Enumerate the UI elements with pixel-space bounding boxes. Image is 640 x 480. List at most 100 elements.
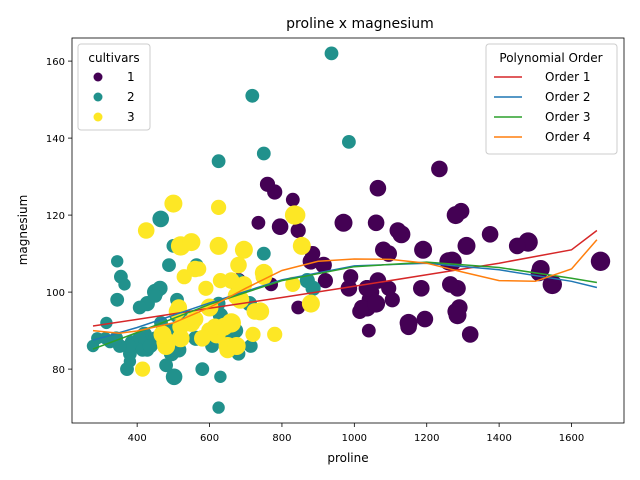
- point-cultivar-3-15: [285, 276, 301, 292]
- cultivars-legend-title: cultivars: [88, 51, 139, 65]
- polynomial-legend-frame: [485, 43, 618, 155]
- point-cultivar-3-14: [292, 236, 311, 255]
- point-cultivar-2-63: [118, 278, 131, 291]
- point-cultivar-3-16: [135, 361, 151, 377]
- y-axis-label: magnesium: [16, 195, 30, 266]
- point-cultivar-1-52: [414, 240, 433, 259]
- point-cultivar-1-48: [367, 214, 385, 232]
- point-cultivar-2-35: [111, 255, 124, 268]
- point-cultivar-1-19: [290, 222, 306, 239]
- y-tick-label-140: 140: [46, 134, 65, 145]
- point-cultivar-2-36: [324, 46, 339, 61]
- point-cultivar-1-12: [461, 326, 479, 343]
- point-cultivar-3-47: [209, 236, 228, 255]
- point-cultivar-2-37: [211, 154, 226, 169]
- y-tick-label-80: 80: [52, 365, 65, 376]
- cultivars-legend-frame: [77, 43, 151, 131]
- x-axis-label: proline: [327, 451, 368, 465]
- point-cultivar-3-5: [234, 240, 253, 259]
- point-cultivar-2-46: [100, 316, 113, 330]
- cultivars-legend: cultivars 1 2 3: [77, 43, 151, 131]
- polynomial-legend-title: Polynomial Order: [499, 51, 602, 65]
- point-cultivar-1-18: [590, 251, 611, 271]
- polynomial-legend-label-2: Order 2: [545, 90, 591, 104]
- point-cultivar-3-13: [182, 233, 201, 252]
- point-cultivar-1-39: [259, 176, 276, 192]
- point-cultivar-1-5: [508, 237, 526, 255]
- x-axis: 400 600 800 1000 1200 1400 1600: [128, 423, 584, 444]
- point-cultivar-1-47: [340, 280, 358, 297]
- point-cultivar-3-11: [267, 326, 283, 342]
- point-cultivar-3-22: [137, 222, 155, 239]
- point-cultivar-3-42: [251, 302, 270, 321]
- point-cultivar-1-25: [285, 192, 300, 207]
- point-cultivar-1-35: [317, 273, 333, 289]
- point-cultivar-1-2: [413, 280, 430, 297]
- point-cultivar-1-26: [416, 310, 434, 328]
- point-cultivar-2-30: [212, 401, 225, 414]
- cultivar-legend-label-3: 3: [127, 110, 135, 124]
- trend-line-4: [92, 239, 598, 335]
- point-cultivar-2-31: [159, 358, 174, 373]
- point-cultivar-3-32: [191, 261, 207, 277]
- plot-border: [71, 37, 625, 424]
- x-tick-label-600: 600: [200, 433, 219, 444]
- point-cultivar-3-36: [235, 276, 253, 293]
- point-cultivar-2-19: [256, 146, 271, 161]
- point-cultivar-3-33: [227, 337, 246, 355]
- y-tick-label-100: 100: [46, 288, 65, 299]
- point-cultivar-1-46: [369, 272, 387, 289]
- point-cultivar-3-30: [171, 329, 190, 348]
- point-cultivar-1-38: [354, 299, 370, 316]
- point-cultivar-1-58: [361, 323, 376, 338]
- polynomial-legend-label-4: Order 4: [545, 130, 591, 144]
- point-cultivar-3-6: [245, 326, 261, 342]
- cultivar-legend-label-2: 2: [127, 90, 135, 104]
- point-cultivar-1-45: [375, 241, 392, 259]
- point-cultivar-2-70: [195, 362, 210, 376]
- polynomial-legend-label-1: Order 1: [545, 70, 591, 84]
- polynomial-legend-entries: Order 1 Order 2 Order 3 Order 4: [494, 70, 591, 144]
- point-cultivar-1-24: [291, 300, 306, 315]
- point-cultivar-3-8: [194, 330, 211, 347]
- point-cultivar-1-33: [431, 160, 448, 178]
- x-tick-label-1400: 1400: [486, 433, 511, 444]
- point-cultivar-1-16: [446, 206, 465, 225]
- point-cultivar-1-40: [271, 218, 289, 235]
- y-tick-label-120: 120: [46, 211, 65, 222]
- trend-line-3: [92, 261, 598, 350]
- x-tick-label-1200: 1200: [414, 433, 439, 444]
- point-cultivar-3-41: [221, 313, 241, 333]
- point-cultivar-1-0: [369, 179, 387, 197]
- point-cultivar-3-28: [223, 272, 240, 289]
- x-tick-label-1600: 1600: [559, 433, 584, 444]
- point-cultivar-2-54: [142, 339, 157, 353]
- x-tick-label-800: 800: [272, 433, 291, 444]
- point-cultivar-2-26: [148, 289, 163, 303]
- point-cultivar-2-62: [152, 210, 169, 228]
- trend-lines-layer: [92, 229, 598, 350]
- point-cultivar-3-45: [287, 206, 306, 225]
- cultivar-legend-marker-2: [93, 92, 103, 102]
- point-cultivar-1-50: [399, 313, 418, 332]
- point-cultivar-2-48: [162, 258, 176, 272]
- point-cultivar-1-15: [457, 236, 476, 255]
- point-cultivar-3-35: [172, 318, 189, 336]
- cultivar-legend-marker-3: [93, 112, 103, 122]
- point-cultivar-1-55: [389, 222, 407, 239]
- cultivars-legend-entries: 1 2 3: [93, 70, 135, 124]
- cultivar-legend-label-1: 1: [127, 70, 135, 84]
- x-tick-label-1000: 1000: [342, 433, 367, 444]
- y-tick-label-160: 160: [46, 57, 65, 68]
- point-cultivar-1-54: [367, 294, 386, 313]
- point-cultivar-3-34: [206, 318, 224, 336]
- point-cultivar-2-9: [256, 246, 271, 261]
- point-cultivar-2-56: [132, 300, 147, 315]
- point-cultivar-3-17: [211, 199, 227, 215]
- y-axis: 80 100 120 140 160: [46, 57, 72, 376]
- point-cultivar-1-37: [384, 292, 400, 308]
- point-cultivar-1-53: [481, 226, 499, 243]
- point-cultivar-3-31: [230, 256, 247, 274]
